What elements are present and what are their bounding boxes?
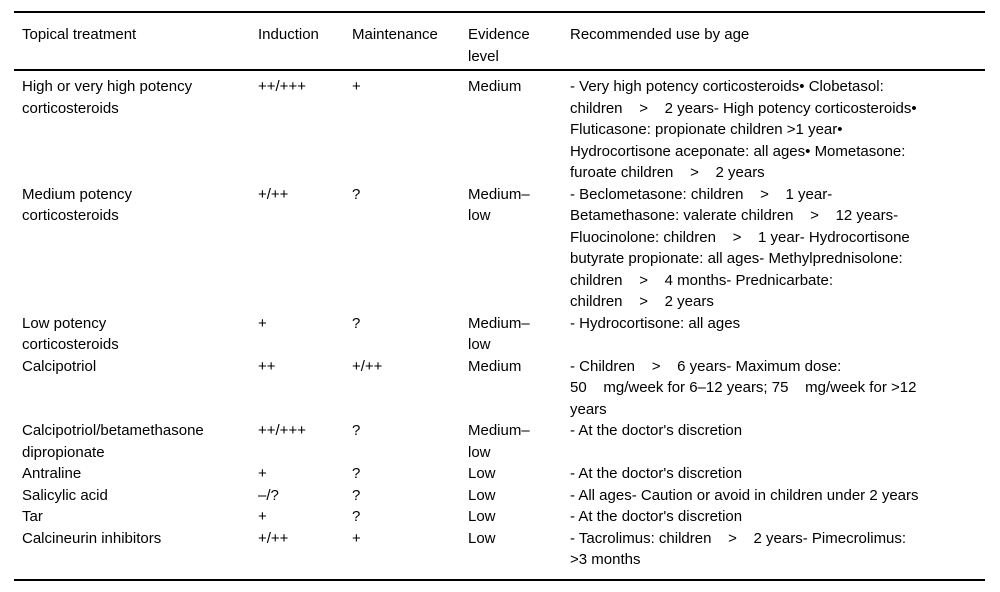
cell-induction: +: [258, 508, 267, 525]
cell-induction: ++/+++: [258, 78, 306, 95]
table-row: Calcipotriol ++ +/++ Medium - Children >…: [14, 356, 985, 421]
cell-evidence: Medium– low: [468, 422, 530, 461]
table-body: High or very high potency corticosteroid…: [14, 70, 985, 580]
cell-maintenance: ?: [352, 185, 361, 203]
cell-recommended: - All ages- Caution or avoid in children…: [570, 486, 919, 504]
cell-induction: +/++: [258, 185, 289, 203]
cell-evidence: Low: [468, 529, 496, 547]
document-page: Topical treatment Induction Maintenance …: [0, 11, 1000, 592]
cell-recommended: - At the doctor's discretion: [570, 508, 743, 525]
table-row: Salicylic acid –/? ? Low - All ages- Cau…: [14, 485, 985, 507]
cell-maintenance: +/++: [352, 357, 383, 375]
cell-induction: –/?: [258, 486, 279, 504]
col-header-evidence-level: Evidence level: [468, 12, 570, 71]
cell-recommended: - At the doctor's discretion: [570, 422, 743, 439]
cell-treatment: Tar: [22, 508, 43, 525]
cell-evidence: Low: [468, 508, 496, 525]
table-header: Topical treatment Induction Maintenance …: [14, 12, 985, 71]
cell-evidence: Low: [468, 486, 496, 504]
cell-treatment: Calcipotriol/betamethasone dipropionate: [22, 422, 204, 461]
table-row: Medium potency corticosteroids +/++ ? Me…: [14, 184, 985, 313]
cell-treatment: Antraline: [22, 465, 82, 482]
cell-maintenance: +: [352, 78, 361, 95]
cell-maintenance: +: [352, 529, 361, 547]
cell-recommended: - Very high potency corticosteroids• Clo…: [570, 78, 917, 181]
col-header-topical-treatment: Topical treatment: [14, 12, 258, 71]
header-row: Topical treatment Induction Maintenance …: [14, 12, 985, 71]
cell-maintenance: ?: [352, 465, 361, 482]
cell-maintenance: ?: [352, 508, 361, 525]
table-row: Antraline + ? Low - At the doctor's disc…: [14, 463, 985, 485]
cell-induction: ++: [258, 357, 276, 375]
table-row: Calcineurin inhibitors +/++ + Low - Tacr…: [14, 528, 985, 580]
table-row: Tar + ? Low - At the doctor's discretion: [14, 506, 985, 528]
cell-evidence: Medium– low: [468, 185, 530, 225]
cell-evidence: Medium: [468, 78, 522, 95]
cell-recommended: - Children > 6 years- Maximum dose: 50 m…: [570, 357, 917, 418]
cell-recommended: - Hydrocortisone: all ages: [570, 314, 741, 332]
cell-evidence: Medium: [468, 357, 522, 375]
cell-recommended: - At the doctor's discretion: [570, 465, 743, 482]
cell-treatment: Medium potency corticosteroids: [22, 185, 133, 225]
cell-evidence: Low: [468, 465, 496, 482]
cell-maintenance: ?: [352, 314, 361, 332]
cell-treatment: Calcineurin inhibitors: [22, 529, 162, 547]
cell-induction: +: [258, 465, 267, 482]
cell-maintenance: ?: [352, 422, 361, 439]
cell-evidence: Medium– low: [468, 314, 530, 354]
table-row: Calcipotriol/betamethasone dipropionate …: [14, 420, 985, 463]
cell-treatment: Low potency corticosteroids: [22, 314, 119, 354]
cell-induction: ++/+++: [258, 422, 306, 439]
cell-treatment: Calcipotriol: [22, 357, 97, 375]
cell-maintenance: ?: [352, 486, 361, 504]
cell-recommended: - Beclometasone: children > 1 year- Beta…: [570, 185, 910, 311]
cell-induction: +/++: [258, 529, 289, 547]
cell-recommended: - Tacrolimus: children > 2 years- Pimecr…: [570, 529, 907, 569]
col-header-maintenance: Maintenance: [352, 12, 468, 71]
col-header-induction: Induction: [258, 12, 352, 71]
cell-treatment: High or very high potency corticosteroid…: [22, 78, 193, 117]
cell-treatment: Salicylic acid: [22, 486, 108, 504]
cell-induction: +: [258, 314, 267, 332]
col-header-recommended-use: Recommended use by age: [570, 12, 985, 71]
table-row: High or very high potency corticosteroid…: [14, 70, 985, 184]
topical-treatment-table: Topical treatment Induction Maintenance …: [14, 11, 985, 581]
table-row: Low potency corticosteroids + ? Medium– …: [14, 313, 985, 356]
